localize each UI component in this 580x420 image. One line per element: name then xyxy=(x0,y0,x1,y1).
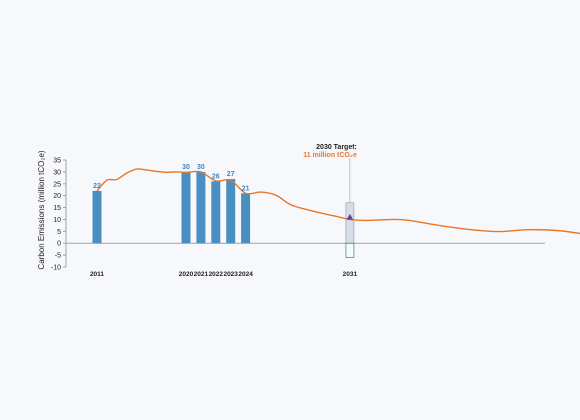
trend-line-group xyxy=(96,168,580,235)
x-tick-label: 2031 xyxy=(343,271,358,278)
removal-bar-2031 xyxy=(345,242,355,258)
annotation-subtitle: 11 million tCO₂e xyxy=(303,152,357,159)
y-tick-label: 30 xyxy=(53,169,61,176)
y-tick-label: -10 xyxy=(51,265,61,272)
bar-2022 xyxy=(211,181,221,244)
labels: 22 30 30 26 27 21 2030 Target:11 million tCO₂e… xyxy=(90,144,358,278)
target-marker-2031 xyxy=(346,213,354,220)
bars xyxy=(92,171,251,244)
x-tick-label: 2021 xyxy=(194,271,209,278)
annotation-title: 2030 Target: xyxy=(316,144,357,151)
bar-value-label: 26 xyxy=(212,173,220,180)
y-axis: -10 -5 0 5 10 15 20 25 30 35 xyxy=(51,158,545,272)
y-tick-label: 5 xyxy=(57,229,61,236)
bar-value-label: 30 xyxy=(197,164,205,171)
bar-value-label: 27 xyxy=(227,171,235,178)
y-tick-label: 25 xyxy=(53,181,61,188)
bar-value-label: 21 xyxy=(242,185,250,192)
bar-2020 xyxy=(181,171,191,244)
bar-2023 xyxy=(226,179,236,244)
bar-value-label: 22 xyxy=(93,183,101,190)
y-tick-label: 0 xyxy=(57,241,61,248)
bar-2024 xyxy=(241,193,251,244)
bar-2011 xyxy=(92,190,102,244)
y-tick-label: 35 xyxy=(53,158,61,165)
y-tick-label: 20 xyxy=(53,193,61,200)
y-axis-title: Carbon Emissions (million tCO₂e) xyxy=(37,150,46,269)
x-tick-label: 2023 xyxy=(223,271,238,278)
y-tick-label: -5 xyxy=(55,253,61,260)
target-bar-2031 xyxy=(345,202,355,244)
target-bars xyxy=(345,158,355,258)
x-tick-label: 2011 xyxy=(90,271,104,278)
x-tick-label: 2022 xyxy=(209,271,224,278)
trend-line xyxy=(96,168,580,235)
y-tick-label: 10 xyxy=(53,217,61,224)
x-tick-label: 2020 xyxy=(179,271,194,278)
bar-2021 xyxy=(196,171,206,244)
y-tick-label: 15 xyxy=(53,205,61,212)
bar-value-label: 30 xyxy=(182,164,190,171)
x-tick-label: 2024 xyxy=(238,271,253,278)
